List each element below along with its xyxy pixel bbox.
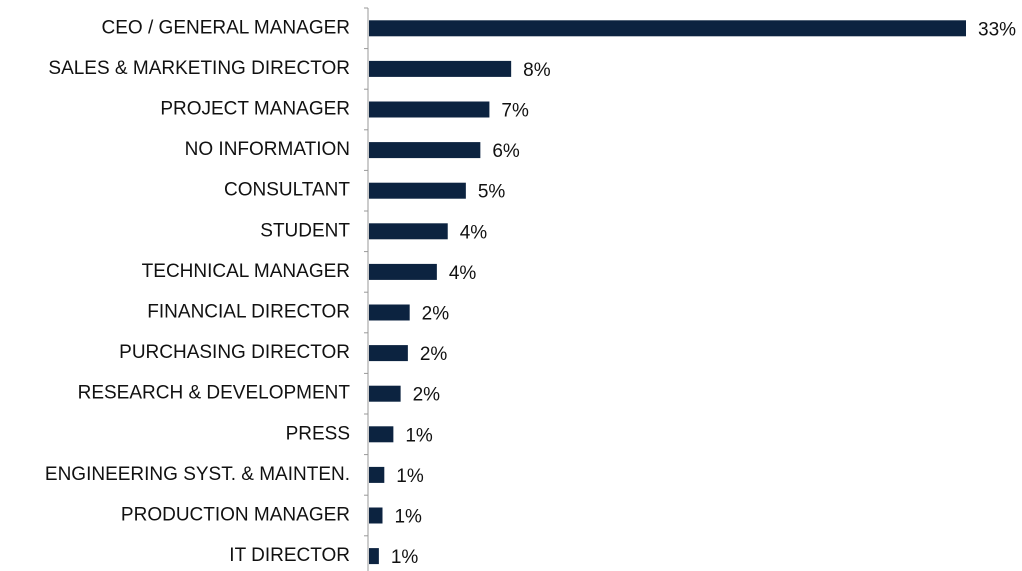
bar: [369, 223, 448, 240]
bar: [369, 263, 437, 280]
value-label: 4%: [449, 263, 477, 284]
value-label: 1%: [394, 507, 422, 528]
bar: [369, 60, 512, 77]
bar: [369, 345, 408, 362]
category-label: CONSULTANT: [224, 180, 350, 201]
value-label: 1%: [391, 547, 419, 568]
value-label: 1%: [396, 466, 424, 487]
category-label: ENGINEERING SYST. & MAINTEN.: [45, 464, 350, 485]
bar: [369, 466, 385, 483]
value-label: 6%: [492, 141, 520, 162]
bar: [369, 426, 394, 443]
bar: [369, 304, 410, 321]
value-label: 2%: [420, 344, 448, 365]
bar: [369, 142, 481, 159]
bar: [369, 101, 490, 118]
category-label: PRESS: [286, 423, 350, 444]
category-label: PROJECT MANAGER: [160, 99, 350, 120]
category-label: RESEARCH & DEVELOPMENT: [78, 383, 351, 404]
category-label: SALES & MARKETING DIRECTOR: [48, 58, 350, 79]
category-label: STUDENT: [260, 220, 350, 241]
bar: [369, 548, 379, 565]
category-label: PRODUCTION MANAGER: [121, 505, 350, 526]
bar: [369, 20, 966, 37]
value-label: 8%: [523, 60, 551, 81]
value-label: 2%: [413, 385, 441, 406]
category-label: NO INFORMATION: [185, 139, 350, 160]
bar: [369, 507, 383, 524]
value-label: 33%: [978, 19, 1016, 40]
bar: [369, 182, 466, 199]
category-label: TECHNICAL MANAGER: [142, 261, 350, 282]
value-label: 7%: [501, 101, 529, 122]
value-label: 4%: [460, 222, 488, 243]
bar: [369, 385, 401, 402]
category-label: PURCHASING DIRECTOR: [119, 342, 350, 363]
category-label: FINANCIAL DIRECTOR: [147, 302, 350, 323]
category-label: IT DIRECTOR: [229, 545, 350, 566]
value-label: 1%: [405, 425, 433, 446]
value-label: 2%: [422, 304, 450, 325]
category-label: CEO / GENERAL MANAGER: [102, 17, 350, 38]
value-label: 5%: [478, 182, 506, 203]
